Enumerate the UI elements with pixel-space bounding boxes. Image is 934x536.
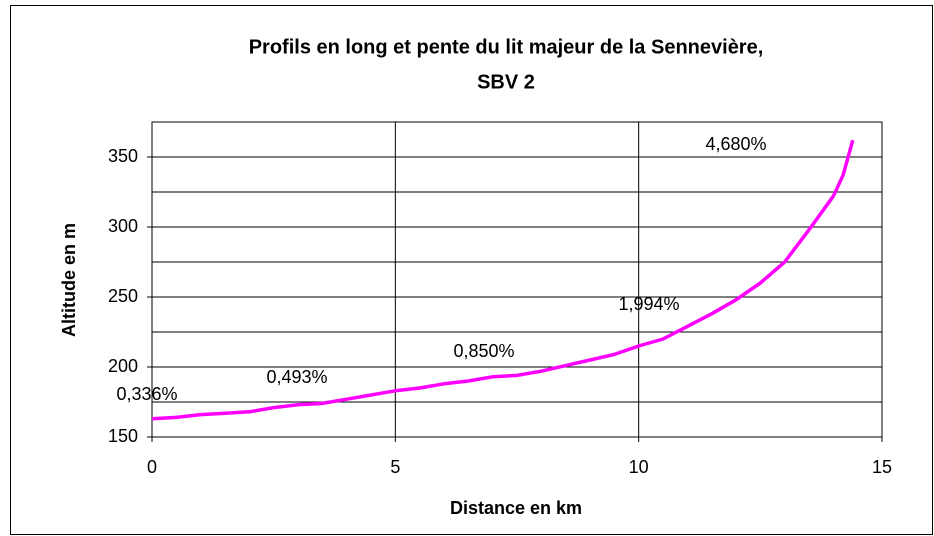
x-tick-label: 5 xyxy=(390,457,400,477)
y-tick-label: 200 xyxy=(108,356,138,376)
y-tick-label: 150 xyxy=(108,426,138,446)
x-axis-label: Distance en km xyxy=(450,498,582,518)
annotation: 0,850% xyxy=(453,341,514,361)
annotation: 0,336% xyxy=(116,384,177,404)
x-tick-label: 10 xyxy=(629,457,649,477)
y-axis-label: Altitude en m xyxy=(59,223,79,337)
x-tick-label: 0 xyxy=(147,457,157,477)
y-tick-label: 300 xyxy=(108,216,138,236)
annotation: 4,680% xyxy=(705,134,766,154)
data-line xyxy=(151,139,855,421)
plot-area xyxy=(151,121,883,438)
y-tick-label: 350 xyxy=(108,146,138,166)
chart-title: Profils en long et pente du lit majeur d… xyxy=(249,36,764,58)
chart-title: SBV 2 xyxy=(477,71,535,93)
annotation: 0,493% xyxy=(266,367,327,387)
annotation: 1,994% xyxy=(618,294,679,314)
y-tick-label: 250 xyxy=(108,286,138,306)
x-tick-label: 15 xyxy=(872,457,892,477)
